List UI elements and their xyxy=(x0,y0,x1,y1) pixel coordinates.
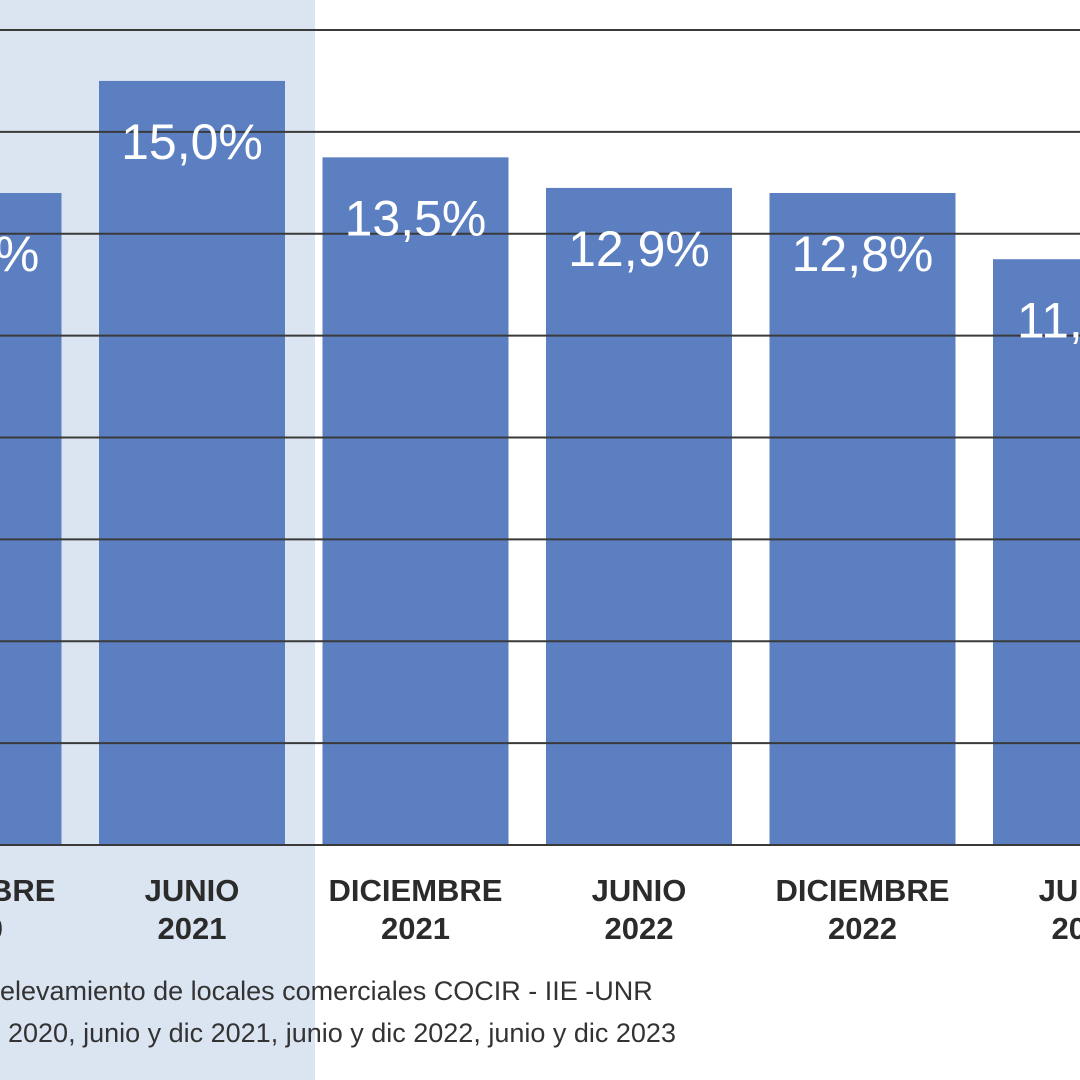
value-label: 12,8% xyxy=(0,226,39,282)
x-tick-label: 2020 xyxy=(0,911,3,946)
footnote: elevamiento de locales comerciales COCIR… xyxy=(0,976,653,1006)
x-tick-label: 2021 xyxy=(381,911,450,946)
value-label: 15,0% xyxy=(121,114,263,170)
x-tick-label: DICIEMBRE xyxy=(0,873,55,908)
x-tick-label: 2022 xyxy=(605,911,674,946)
value-label: 12,8% xyxy=(792,226,934,282)
x-tick-label: 2021 xyxy=(158,911,227,946)
bar xyxy=(322,157,509,845)
bar xyxy=(0,193,62,845)
x-tick-label: JUNIO xyxy=(1039,873,1080,908)
x-tick-label: JUNIO xyxy=(145,873,240,908)
bar xyxy=(99,80,285,845)
x-tick-label: JUNIO xyxy=(592,873,687,908)
footnote: 2020, junio y dic 2021, junio y dic 2022… xyxy=(8,1018,676,1048)
bar xyxy=(769,193,956,845)
value-label: 12,9% xyxy=(568,221,710,277)
x-tick-label: DICIEMBRE xyxy=(776,873,950,908)
x-tick-label: 2022 xyxy=(828,911,897,946)
bar xyxy=(546,187,732,845)
value-label: 13,5% xyxy=(345,191,487,247)
x-tick-label: 2023 xyxy=(1052,911,1080,946)
value-label: 11,5% xyxy=(1017,292,1080,348)
x-tick-label: DICIEMBRE xyxy=(329,873,503,908)
bar xyxy=(993,259,1080,845)
